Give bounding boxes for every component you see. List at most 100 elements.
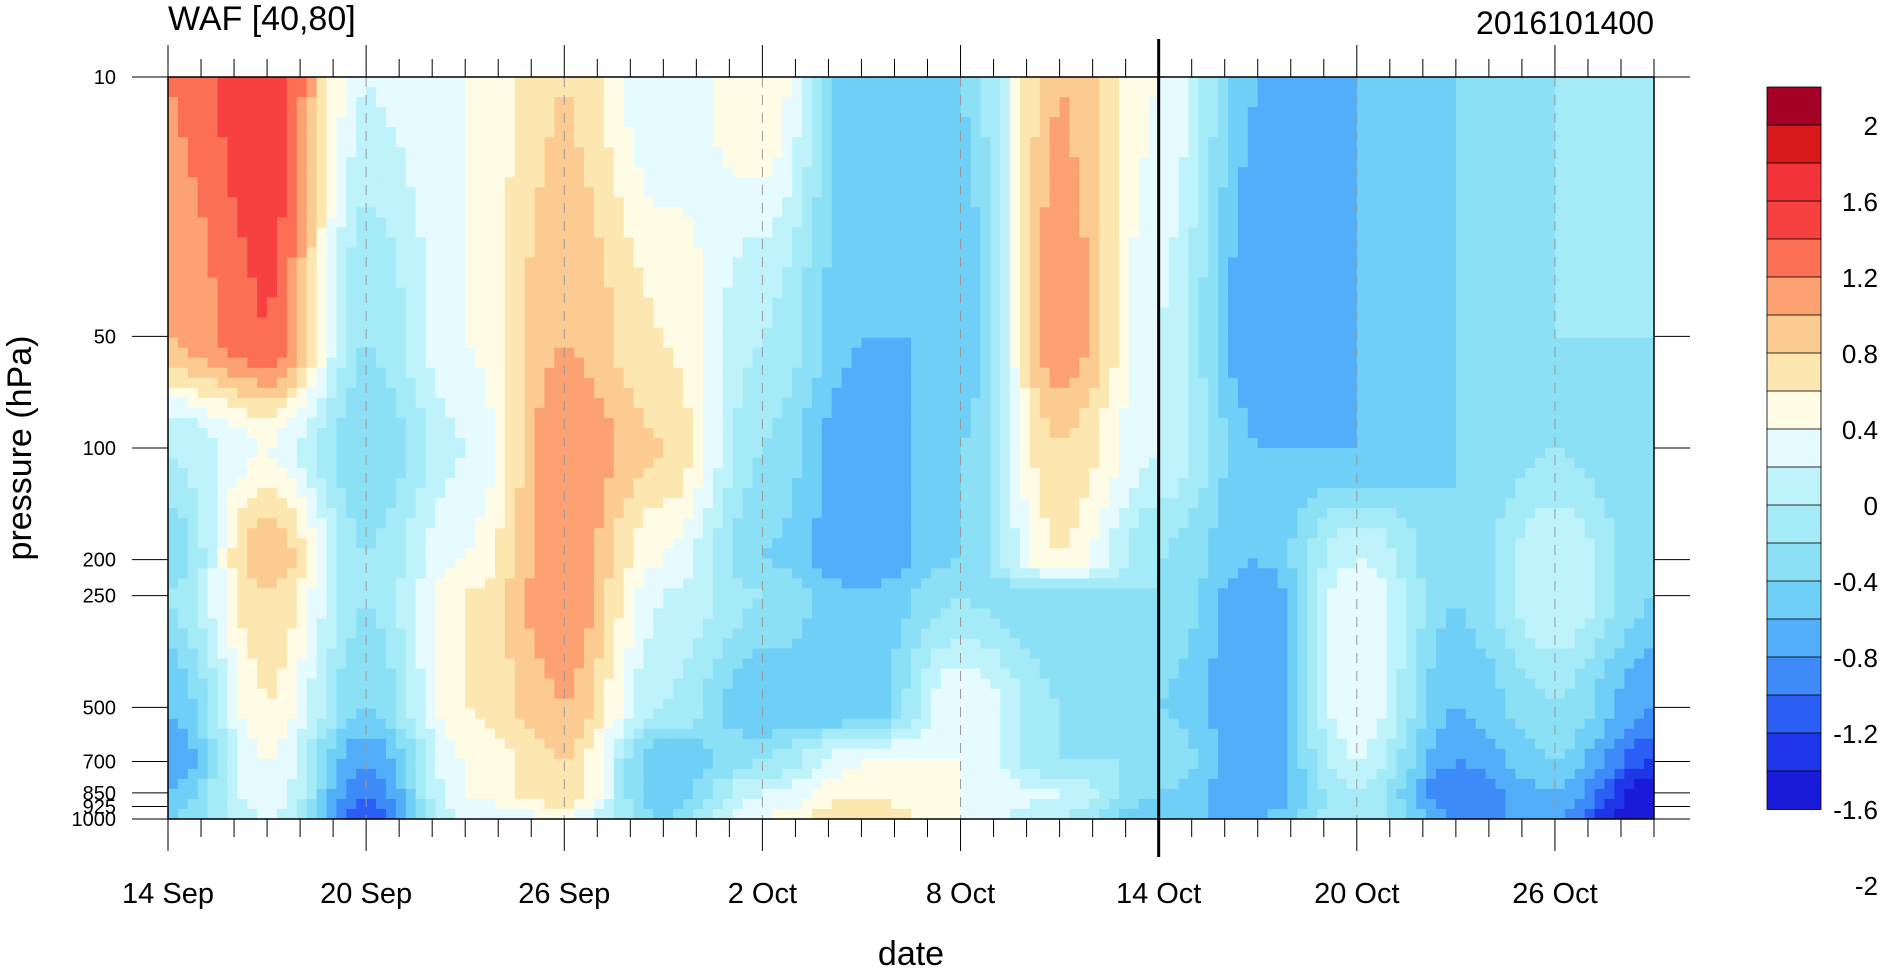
field-cell	[1188, 267, 1199, 279]
field-cell	[673, 107, 684, 118]
field-cell	[1564, 307, 1576, 319]
field-cell	[247, 397, 258, 409]
field-cell	[296, 257, 308, 269]
field-cell	[1624, 327, 1635, 339]
field-cell	[702, 267, 714, 279]
field-cell	[821, 187, 833, 198]
field-cell	[742, 347, 754, 359]
field-cell	[227, 227, 238, 239]
field-cell	[1564, 157, 1576, 168]
field-cell	[1535, 267, 1546, 279]
field-cell	[1109, 177, 1120, 188]
field-cell	[901, 267, 912, 279]
field-cell	[1644, 317, 1654, 329]
field-cell	[554, 157, 565, 168]
field-cell	[1525, 127, 1536, 138]
field-cell	[1505, 307, 1516, 319]
field-cell	[782, 287, 793, 299]
field-cell	[1228, 87, 1239, 98]
field-cell	[1515, 327, 1526, 339]
field-cell	[286, 117, 298, 128]
field-cell	[693, 207, 704, 218]
field-cell	[187, 297, 199, 309]
field-cell	[950, 117, 962, 128]
field-cell	[1574, 247, 1586, 259]
field-cell	[1049, 187, 1061, 198]
field-cell	[960, 217, 972, 229]
field-cell	[851, 357, 863, 369]
field-cell	[1386, 377, 1398, 389]
field-cell	[673, 377, 684, 389]
field-cell	[1465, 267, 1477, 279]
field-cell	[207, 207, 219, 218]
field-cell	[1455, 367, 1467, 379]
field-cell	[693, 387, 704, 399]
field-cell	[673, 357, 684, 369]
field-cell	[1010, 137, 1021, 148]
field-cell	[177, 177, 189, 188]
field-cell	[524, 347, 536, 359]
field-cell	[1535, 397, 1546, 409]
field-cell	[1406, 207, 1417, 218]
field-cell	[584, 197, 595, 208]
field-cell	[326, 297, 338, 309]
field-cell	[564, 187, 575, 198]
field-cell	[831, 367, 843, 379]
field-cell	[544, 217, 555, 229]
field-cell	[1247, 227, 1259, 239]
field-cell	[1346, 277, 1358, 289]
field-cell	[1386, 267, 1398, 279]
field-cell	[1327, 307, 1338, 319]
field-cell	[376, 267, 387, 279]
field-cell	[247, 267, 258, 279]
field-cell	[1119, 97, 1130, 108]
field-cell	[1535, 347, 1546, 359]
field-cell	[1564, 177, 1576, 188]
field-cell	[693, 177, 704, 188]
field-cell	[653, 87, 664, 98]
field-cell	[811, 267, 823, 279]
field-cell	[1356, 257, 1368, 269]
field-cell	[1049, 377, 1061, 389]
field-cell	[1386, 357, 1398, 369]
field-cell	[702, 207, 714, 218]
field-cell	[326, 147, 338, 158]
field-cell	[762, 207, 773, 218]
field-cell	[613, 327, 625, 339]
field-cell	[504, 387, 516, 399]
field-cell	[841, 257, 853, 269]
field-cell	[306, 157, 318, 168]
field-cell	[1426, 297, 1437, 309]
field-cell	[1594, 137, 1606, 148]
field-cell	[1307, 347, 1318, 359]
field-cell	[930, 207, 942, 218]
field-cell	[1158, 177, 1170, 188]
field-cell	[1634, 97, 1645, 108]
field-cell	[326, 357, 338, 369]
field-cell	[1545, 317, 1556, 329]
field-cell	[1198, 367, 1209, 379]
field-cell	[405, 237, 417, 249]
field-cell	[911, 247, 922, 259]
field-cell	[1634, 377, 1645, 389]
field-cell	[1119, 327, 1130, 339]
field-cell	[752, 287, 763, 299]
field-cell	[455, 237, 466, 249]
field-cell	[1267, 387, 1279, 399]
field-cell	[405, 287, 417, 299]
field-cell	[554, 147, 565, 158]
field-cell	[851, 157, 863, 168]
field-cell	[871, 257, 882, 269]
field-cell	[881, 87, 892, 98]
field-cell	[1228, 287, 1239, 299]
field-cell	[1188, 287, 1199, 299]
field-cell	[177, 297, 189, 309]
field-cell	[633, 377, 645, 389]
field-cell	[168, 357, 179, 369]
field-cell	[1574, 277, 1586, 289]
field-cell	[920, 127, 932, 138]
field-cell	[1099, 197, 1110, 208]
field-cell	[1574, 347, 1586, 359]
field-cell	[1465, 207, 1477, 218]
field-cell	[1396, 217, 1407, 229]
